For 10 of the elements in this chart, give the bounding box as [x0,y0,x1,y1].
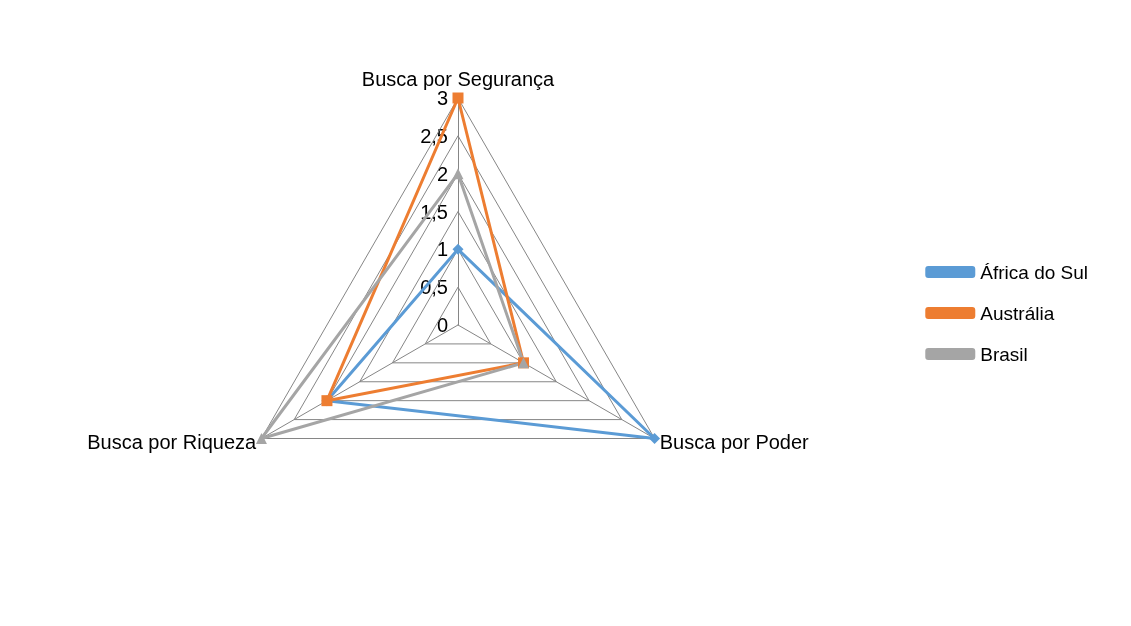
y-tick-label: 2 [436,162,448,185]
y-tick-label: 3 [436,87,448,109]
y-tick-label: 0 [436,314,448,336]
legend-label: Brasil [980,343,1028,365]
spoke-label: Busca por Poder [659,430,810,453]
legend-label: África do Sul [980,261,1089,283]
spoke-label: Busca por Riqueza [87,430,258,453]
y-tick-label: 1 [436,238,448,261]
legend-label: Austrália [980,302,1055,324]
spoke-label: Busca por Segurança [361,68,556,90]
